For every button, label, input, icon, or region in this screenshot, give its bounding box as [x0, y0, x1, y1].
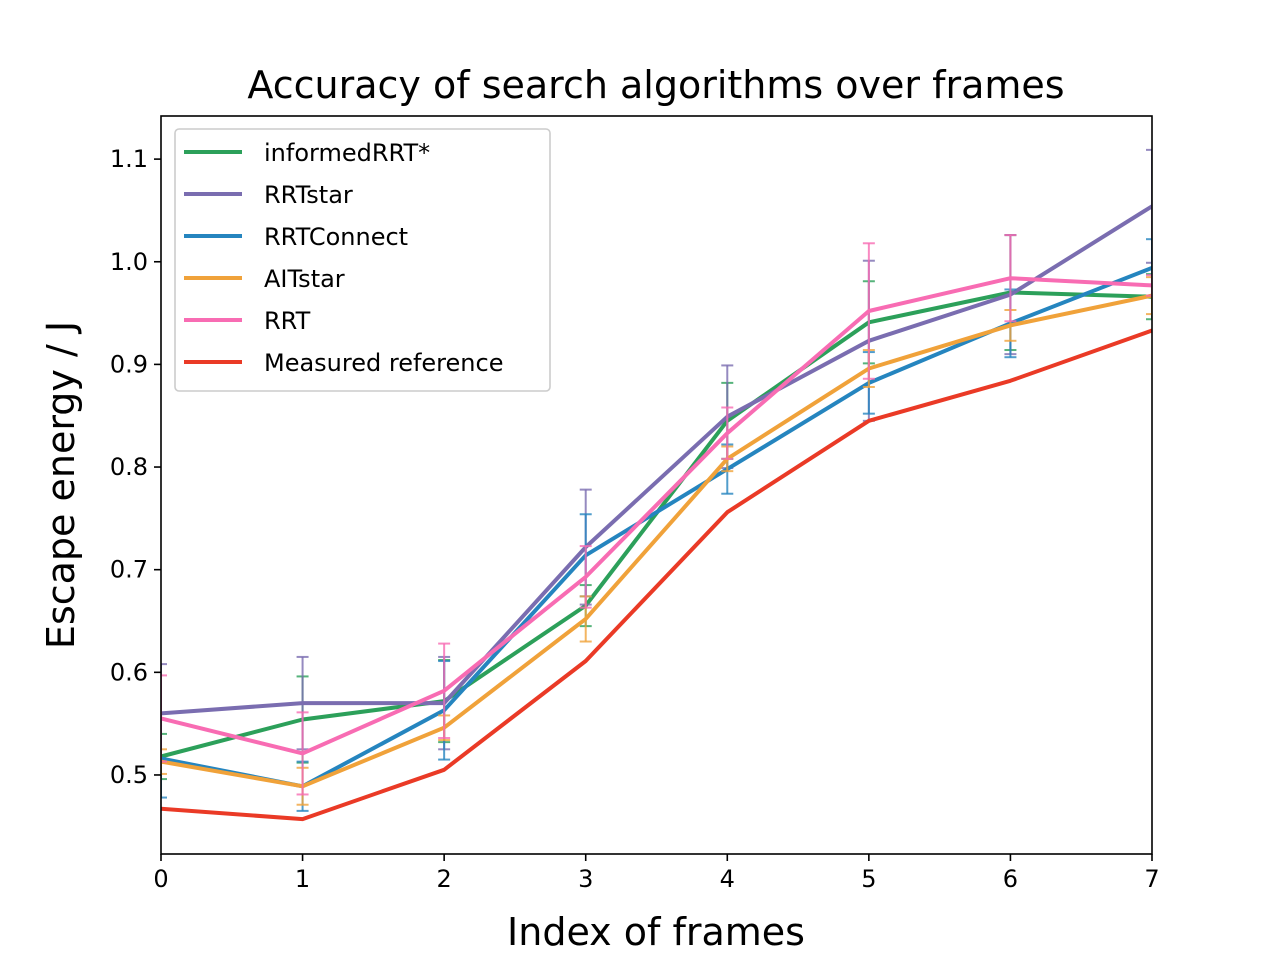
y-tick-label: 0.5 — [110, 761, 148, 789]
x-tick-label: 7 — [1144, 865, 1159, 893]
series-line-aitstar — [161, 293, 1152, 789]
series-line-rrt — [161, 276, 1152, 756]
error-bar-aitstar — [161, 748, 167, 775]
error-bar-informedrrt — [1146, 273, 1152, 321]
y-tick-label: 0.9 — [110, 350, 148, 378]
legend-label-rrt: RRT — [264, 307, 311, 335]
legend: informedRRT* RRTstar RRTConnect AITstar RRT M… — [174, 128, 551, 392]
x-tick-label: 6 — [1003, 865, 1018, 893]
error-bar-rrt — [1004, 234, 1017, 323]
chart-title: Accuracy of search algorithms over frame… — [247, 63, 1064, 107]
legend-label-measured-reference: Measured reference — [264, 349, 503, 377]
error-bar-rrtstar — [1146, 148, 1152, 264]
y-tick-label: 1.1 — [110, 145, 148, 173]
y-tick-label: 0.8 — [110, 453, 148, 481]
x-tick-label: 0 — [153, 865, 168, 893]
y-tick-label: 1.0 — [110, 248, 148, 276]
legend-label-informedrrt: informedRRT* — [264, 139, 430, 167]
error-bar-rrt — [438, 642, 451, 740]
error-bar-rrt — [1146, 274, 1152, 297]
plot-area — [161, 148, 1152, 822]
series-line-measured-reference — [161, 328, 1152, 822]
x-axis-label: Index of frames — [507, 910, 805, 954]
error-bar-rrt — [862, 242, 875, 380]
y-tick-label: 0.6 — [110, 658, 148, 686]
error-bar-rrt — [296, 711, 309, 796]
x-tick-label: 5 — [861, 865, 876, 893]
error-bar-rrt — [721, 406, 734, 460]
y-axis-label: Escape energy / J — [39, 321, 83, 649]
plot-frame — [160, 115, 1153, 855]
legend-box — [174, 128, 551, 392]
error-bar-rrt — [579, 545, 592, 609]
x-tick-label: 1 — [295, 865, 310, 893]
error-bar-informedrrt — [161, 732, 167, 781]
legend-label-aitstar: AITstar — [264, 265, 345, 293]
x-tick-label: 3 — [578, 865, 593, 893]
legend-label-rrtconnect: RRTConnect — [264, 223, 408, 251]
error-bar-aitstar — [1146, 276, 1152, 316]
legend-label-rrtstar: RRTstar — [264, 181, 353, 209]
error-bar-rrt — [161, 674, 167, 763]
x-tick-label: 2 — [437, 865, 452, 893]
axes: 0 1 2 3 4 5 6 7 0.5 0.6 0.7 0.8 0.9 1.0 1.1 — [110, 115, 1160, 893]
series-line-rrtstar — [161, 203, 1152, 716]
y-tick-label: 0.7 — [110, 556, 148, 584]
x-tick-label: 4 — [720, 865, 735, 893]
